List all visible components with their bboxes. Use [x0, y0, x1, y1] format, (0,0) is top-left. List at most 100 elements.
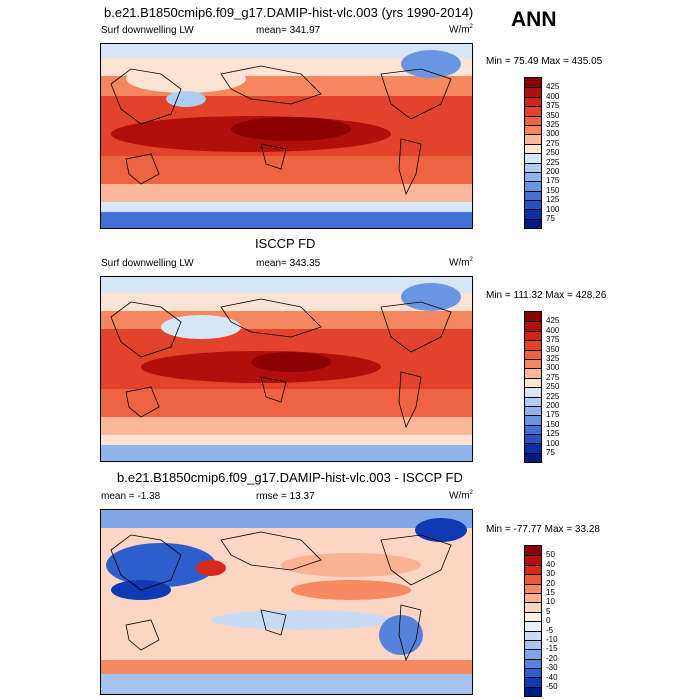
colorbar-swatch — [525, 686, 541, 697]
colorbar-swatch — [525, 443, 541, 453]
colorbar-tick-label: -20 — [546, 653, 558, 663]
colorbar-tick-label: 150 — [546, 185, 560, 195]
colorbar-swatch — [525, 124, 541, 135]
colorbar-swatch — [525, 162, 541, 172]
colorbar-swatch — [525, 321, 541, 331]
colorbar-swatch — [525, 555, 541, 565]
colorbar-tick-label: 250 — [546, 148, 560, 158]
colorbar-swatch — [525, 405, 541, 416]
panel2-minmax: Min = 111.32 Max = 428.26 — [486, 290, 607, 301]
panel1-mean-label: mean= 341.97 — [256, 25, 321, 36]
colorbar-tick-label: 50 — [546, 550, 555, 560]
colorbar-swatch — [525, 658, 541, 669]
colorbar-swatch — [525, 368, 541, 378]
colorbar-swatch — [525, 564, 541, 575]
colorbar-swatch — [525, 330, 541, 341]
colorbar-tick-label: 200 — [546, 167, 560, 176]
colorbar-tick-label: 20 — [546, 578, 555, 588]
colorbar-swatch — [525, 143, 541, 154]
colorbar-swatch — [525, 78, 541, 88]
colorbar-tick-label: 425 — [546, 82, 560, 92]
colorbar-swatch — [525, 349, 541, 359]
panel1-map — [100, 43, 473, 229]
colorbar-tick-label: 100 — [546, 204, 560, 214]
colorbar-swatch — [525, 190, 541, 201]
panel1-units: W/m2 — [449, 24, 473, 36]
panel1-minmax: Min = 75.49 Max = 435.05 — [486, 56, 603, 67]
colorbar-swatch — [525, 424, 541, 435]
colorbar-swatch — [525, 387, 541, 397]
colorbar-swatch — [525, 574, 541, 584]
colorbar-swatch — [525, 209, 541, 219]
panel2-title: ISCCP FD — [255, 236, 316, 251]
colorbar-tick-label: 225 — [546, 391, 560, 401]
colorbar-swatch — [525, 639, 541, 650]
colorbar-tick-label: 10 — [546, 597, 555, 607]
colorbar-swatch — [525, 546, 541, 556]
panel3-minmax: Min = -77.77 Max = 33.28 — [486, 524, 600, 535]
colorbar-swatch — [525, 87, 541, 97]
panel2-variable-label: Surf downwelling LW — [101, 258, 194, 269]
colorbar-swatch — [525, 200, 541, 210]
colorbar-tick-label: 275 — [546, 138, 560, 148]
colorbar-tick-label: 5 — [546, 606, 551, 616]
colorbar-swatch — [525, 434, 541, 444]
colorbar-tick-label: 325 — [546, 354, 560, 363]
colorbar-swatch — [525, 153, 541, 163]
colorbar-swatch — [525, 668, 541, 678]
colorbar-tick-label: 200 — [546, 401, 560, 410]
panel3-mean-label: mean = -1.38 — [101, 491, 161, 502]
colorbar-swatch — [525, 312, 541, 322]
colorbar-swatch — [525, 218, 541, 229]
colorbar-tick-label: 125 — [546, 429, 560, 439]
colorbar-swatch — [525, 106, 541, 116]
colorbar-tick-label: -10 — [546, 635, 558, 644]
panel3-title: b.e21.B1850cmip6.f09_g17.DAMIP-hist-vlc.… — [117, 470, 463, 485]
colorbar-swatch — [525, 115, 541, 125]
colorbar-swatch — [525, 452, 541, 463]
colorbar-tick-label: 40 — [546, 559, 555, 569]
panel3-units: W/m2 — [449, 490, 473, 502]
colorbar-swatch — [525, 602, 541, 612]
panel3-map — [100, 509, 473, 695]
colorbar-swatch — [525, 677, 541, 687]
colorbar-tick-label: 100 — [546, 438, 560, 448]
colorbar-tick-label: 250 — [546, 382, 560, 392]
colorbar-tick-label: 15 — [546, 588, 555, 597]
colorbar-tick-label: 275 — [546, 372, 560, 382]
colorbar-tick-label: 300 — [546, 129, 560, 139]
colorbar-swatch — [525, 377, 541, 388]
colorbar-swatch — [525, 592, 541, 603]
colorbar-tick-label: 325 — [546, 120, 560, 129]
panel2-map — [100, 276, 473, 462]
colorbar-swatch — [525, 630, 541, 640]
colorbar-tick-label: 425 — [546, 316, 560, 326]
colorbar-tick-label: -5 — [546, 625, 554, 635]
colorbar-tick-label: 175 — [546, 410, 560, 420]
colorbar-swatch — [525, 396, 541, 406]
colorbar-tick-label: 75 — [546, 214, 555, 223]
colorbar-swatch — [525, 415, 541, 425]
colorbar-tick-label: -30 — [546, 663, 558, 673]
colorbar-swatch — [525, 181, 541, 191]
colorbar-swatch — [525, 583, 541, 593]
panel1-variable-label: Surf downwelling LW — [101, 25, 194, 36]
colorbar-tick-label: 225 — [546, 157, 560, 167]
colorbar-swatch — [525, 134, 541, 144]
colorbar-tick-label: 400 — [546, 325, 560, 335]
colorbar-tick-label: 400 — [546, 91, 560, 101]
colorbar-swatch — [525, 171, 541, 182]
colorbar-tick-label: 75 — [546, 448, 555, 457]
colorbar-tick-label: 375 — [546, 101, 560, 111]
panel3-rmse-label: rmse = 13.37 — [256, 491, 315, 502]
colorbar-swatch — [525, 649, 541, 659]
colorbar-swatch — [525, 621, 541, 631]
colorbar-tick-label: -15 — [546, 644, 558, 654]
colorbar-tick-label: 30 — [546, 569, 555, 579]
colorbar-tick-label: 350 — [546, 344, 560, 354]
colorbar-swatch — [525, 96, 541, 107]
colorbar-tick-label: 150 — [546, 419, 560, 429]
colorbar-tick-label: 375 — [546, 335, 560, 345]
colorbar-swatch — [525, 340, 541, 350]
panel2-mean-label: mean= 343.35 — [256, 258, 321, 269]
